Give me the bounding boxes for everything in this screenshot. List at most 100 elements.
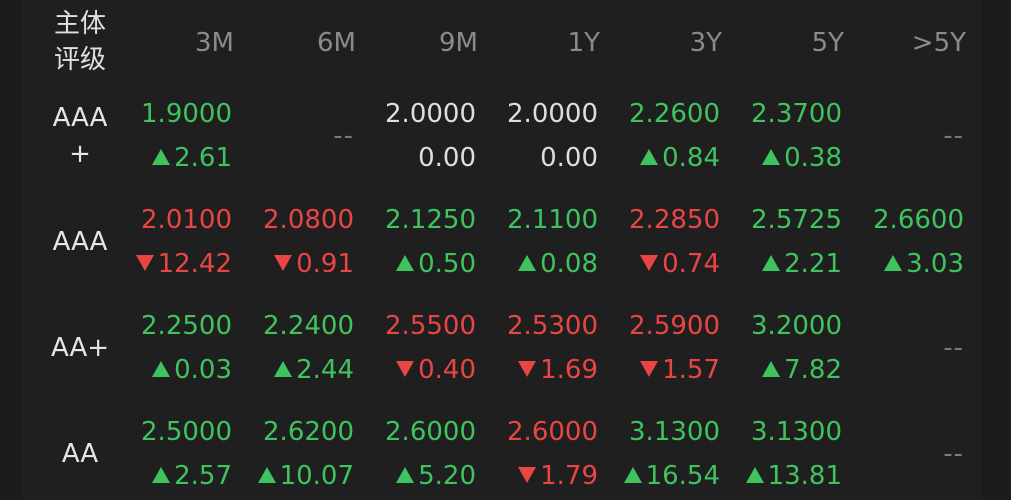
yield-rate: 2.5500 [385,311,476,341]
triangle-down-icon [274,255,293,271]
yield-cell-3m[interactable]: 2.2500 0.03 [117,304,232,392]
yield-cell-3y[interactable]: 3.1300 16.54 [605,410,720,498]
change-value: 13.81 [767,461,842,491]
yield-rate: 2.5725 [751,205,842,235]
triangle-down-icon [518,467,537,483]
col-header-3y[interactable]: 3Y [689,28,722,58]
rating-header-line1: 主体 [53,9,106,39]
yield-change: 2.61 [117,136,232,180]
yield-cell-9m[interactable]: 2.0000 0.00 [361,92,476,180]
yield-cell-3m[interactable]: 2.5000 2.57 [117,410,232,498]
col-header-gt5y[interactable]: >5Y [911,28,966,58]
yield-change: 0.38 [727,136,842,180]
empty-value: -- [943,439,964,469]
yield-cell-gt5y[interactable]: -- [849,92,964,158]
col-header-6m[interactable]: 6M [317,28,356,58]
rating-header-line2: 评级 [53,45,106,75]
yield-cell-gt5y[interactable]: 2.6600 3.03 [849,198,964,286]
table-panel [22,0,982,500]
change-value: 0.91 [296,249,354,279]
yield-rate: 2.5900 [629,311,720,341]
rating-label-line1: AAA [52,227,108,257]
triangle-up-icon [152,467,171,483]
yield-cell-5y[interactable]: 3.2000 7.82 [727,304,842,392]
yield-cell-gt5y[interactable]: -- [849,304,964,370]
yield-cell-gt5y[interactable]: -- [849,410,964,476]
yield-change: 0.74 [605,242,720,286]
yield-rate: 2.6600 [873,205,964,235]
yield-rate: 2.0800 [263,205,354,235]
change-value: 2.21 [784,249,842,279]
empty-value: -- [333,121,354,151]
change-value: 0.00 [540,143,598,173]
change-value: 2.61 [174,143,232,173]
yield-rate: 2.0100 [141,205,232,235]
yield-cell-1y[interactable]: 2.5300 1.69 [483,304,598,392]
change-value: 1.57 [662,355,720,385]
yield-cell-5y[interactable]: 3.1300 13.81 [727,410,842,498]
yield-cell-6m[interactable]: 2.2400 2.44 [239,304,354,392]
yield-cell-1y[interactable]: 2.6000 1.79 [483,410,598,498]
row-rating-label: AA [30,436,130,472]
col-header-3m[interactable]: 3M [195,28,234,58]
yield-cell-3y[interactable]: 2.5900 1.57 [605,304,720,392]
yield-cell-9m[interactable]: 2.6000 5.20 [361,410,476,498]
yield-change: 0.84 [605,136,720,180]
yield-cell-1y[interactable]: 2.0000 0.00 [483,92,598,180]
change-value: 0.08 [540,249,598,279]
yield-cell-6m[interactable]: -- [239,92,354,158]
yield-change: 10.07 [239,454,354,498]
yield-change: 3.03 [849,242,964,286]
change-value: 2.44 [296,355,354,385]
yield-rate: 2.5000 [141,417,232,447]
yield-change: 12.42 [117,242,232,286]
col-header-9m[interactable]: 9M [439,28,478,58]
yield-change: 1.79 [483,454,598,498]
yield-rate: 2.5300 [507,311,598,341]
yield-cell-9m[interactable]: 2.5500 0.40 [361,304,476,392]
yield-cell-3m[interactable]: 1.9000 2.61 [117,92,232,180]
yield-rate: 2.0000 [385,99,476,129]
yield-change: 7.82 [727,348,842,392]
change-value: 1.69 [540,355,598,385]
yield-change: 2.44 [239,348,354,392]
rating-label-line2: + [69,139,91,169]
triangle-up-icon [396,255,415,271]
yield-change: 2.57 [117,454,232,498]
yield-change: 0.40 [361,348,476,392]
row-rating-label: AAA [30,224,130,260]
yield-rate: 3.1300 [751,417,842,447]
yield-cell-5y[interactable]: 2.3700 0.38 [727,92,842,180]
yield-cell-6m[interactable]: 2.0800 0.91 [239,198,354,286]
yield-change: 0.91 [239,242,354,286]
triangle-up-icon [762,255,781,271]
yield-rate: 2.2500 [141,311,232,341]
yield-rate: 2.3700 [751,99,842,129]
yield-cell-9m[interactable]: 2.1250 0.50 [361,198,476,286]
yield-cell-5y[interactable]: 2.5725 2.21 [727,198,842,286]
col-header-1y[interactable]: 1Y [567,28,600,58]
yield-cell-6m[interactable]: 2.6200 10.07 [239,410,354,498]
yield-cell-3y[interactable]: 2.2600 0.84 [605,92,720,180]
triangle-up-icon [762,361,781,377]
yield-rate: 2.0000 [507,99,598,129]
change-value: 0.50 [418,249,476,279]
triangle-down-icon [135,255,154,271]
row-rating-label: AAA + [30,100,130,172]
yield-change: 0.00 [483,136,598,180]
yield-rate: 2.2600 [629,99,720,129]
triangle-up-icon [274,361,293,377]
col-header-5y[interactable]: 5Y [811,28,844,58]
yield-rate: 2.6000 [507,417,598,447]
yield-cell-3m[interactable]: 2.0100 12.42 [117,198,232,286]
yield-cell-1y[interactable]: 2.1100 0.08 [483,198,598,286]
rating-label-line1: AA [61,439,99,469]
triangle-down-icon [640,361,659,377]
empty-value: -- [943,333,964,363]
change-value: 0.84 [662,143,720,173]
yield-rate: 1.9000 [141,99,232,129]
triangle-up-icon [623,467,642,483]
change-value: 0.74 [662,249,720,279]
yield-cell-3y[interactable]: 2.2850 0.74 [605,198,720,286]
